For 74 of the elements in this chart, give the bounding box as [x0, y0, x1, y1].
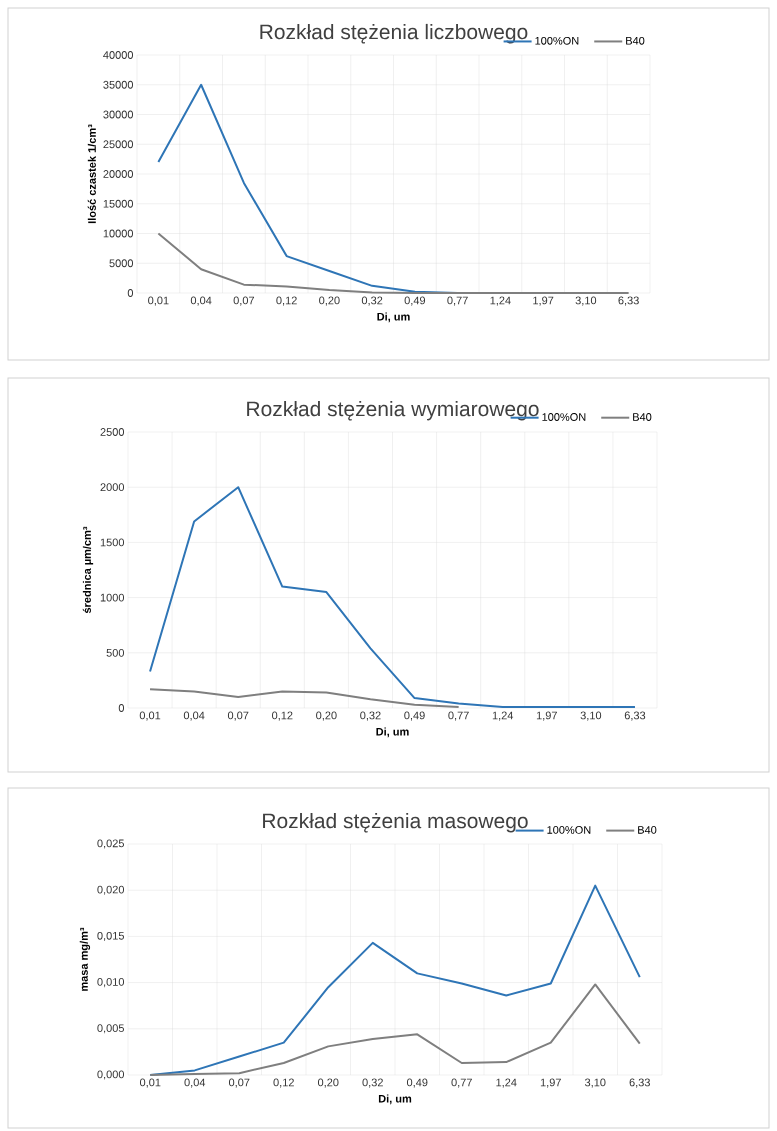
y-tick-label: 0	[127, 289, 134, 297]
y-tick-label: 5000	[109, 259, 134, 268]
x-tick-label: 1,97	[533, 296, 554, 306]
x-tick-label: 3,10	[584, 1078, 606, 1088]
x-tick-label: 6,33	[618, 296, 639, 306]
y-tick-label: 10000	[103, 229, 134, 238]
x-tick-label: 0,07	[228, 1078, 250, 1088]
legend-label: B40	[626, 36, 645, 45]
x-tick-label: 6,33	[624, 711, 646, 721]
y-axis-title: średnica µm/cm³	[82, 526, 94, 614]
y-tick-label: 1500	[100, 538, 125, 547]
x-tick-label: 1,97	[540, 1078, 561, 1088]
y-axis-title: masa mg/m³	[79, 927, 91, 991]
x-tick-label: 0,49	[404, 711, 425, 721]
line-series	[149, 688, 460, 708]
x-tick-label: 0,04	[190, 296, 212, 306]
y-tick-label: 35000	[103, 80, 134, 89]
y-tick-label: 40000	[103, 51, 134, 59]
y-tick-label: 0	[118, 704, 125, 712]
x-tick-label: 0,12	[272, 711, 293, 721]
y-tick-label: 0,025	[97, 839, 124, 849]
y-axis-title: Ilość czastek 1/cm³	[87, 124, 97, 224]
y-tick-label: 2500	[100, 428, 125, 436]
x-axis-title: Di, um	[378, 1094, 412, 1105]
x-tick-label: 0,01	[139, 1078, 161, 1088]
y-tick-label: 2000	[100, 483, 125, 492]
x-axis-title: Di, um	[376, 727, 409, 738]
x-tick-label: 0,12	[273, 1078, 294, 1088]
x-tick-label: 0,32	[360, 711, 381, 721]
x-tick-label: 0,77	[451, 1078, 472, 1088]
y-tick-label: 0,010	[97, 978, 125, 988]
x-tick-label: 0,77	[447, 296, 468, 306]
legend-label: B40	[633, 413, 652, 421]
y-tick-label: 0,020	[97, 885, 125, 895]
x-tick-label: 3,10	[575, 296, 597, 306]
x-tick-label: 0,20	[316, 711, 337, 721]
x-tick-label: 1,24	[490, 296, 511, 306]
x-tick-label: 0,07	[227, 711, 249, 721]
x-tick-label: 0,49	[406, 1078, 428, 1088]
legend-label: 100%ON	[547, 826, 591, 834]
y-tick-label: 1000	[100, 593, 125, 602]
y-tick-label: 30000	[103, 110, 134, 119]
x-tick-label: 3,10	[580, 711, 602, 721]
x-tick-label: 1,97	[536, 711, 557, 721]
y-tick-label: 0,000	[97, 1070, 125, 1080]
x-tick-label: 0,01	[139, 711, 161, 721]
y-tick-label: 25000	[103, 140, 134, 149]
x-tick-label: 0,32	[362, 1078, 383, 1088]
y-tick-label: 15000	[103, 199, 134, 208]
x-axis-title: Di, um	[377, 312, 410, 323]
x-tick-label: 0,49	[404, 296, 426, 306]
x-tick-label: 1,24	[492, 711, 514, 721]
legend-label: 100%ON	[535, 36, 579, 45]
x-tick-label: 0,77	[448, 711, 469, 721]
legend-label: 100%ON	[542, 413, 586, 421]
chart-title: Rozkład stężenia masowego	[263, 812, 528, 833]
x-tick-label: 0,20	[317, 1078, 339, 1088]
y-tick-label: 20000	[103, 170, 134, 178]
chart-title: Rozkład stężenia wymiarowego	[247, 400, 539, 421]
x-tick-label: 6,33	[629, 1078, 650, 1088]
line-series	[149, 983, 641, 1077]
x-tick-label: 0,12	[276, 296, 297, 306]
chart-title: Rozkład stężenia liczbowego	[260, 23, 528, 44]
x-tick-label: 1,24	[496, 1078, 517, 1088]
x-tick-label: 0,01	[148, 296, 169, 306]
y-tick-label: 0,005	[97, 1024, 124, 1034]
x-tick-label: 0,04	[183, 711, 205, 721]
y-tick-label: 500	[106, 648, 125, 657]
x-tick-label: 0,32	[361, 296, 383, 306]
x-tick-label: 0,20	[319, 296, 340, 306]
x-tick-label: 0,04	[184, 1078, 206, 1088]
x-tick-label: 0,07	[233, 296, 255, 306]
y-tick-label: 0,015	[97, 931, 124, 941]
legend-label: B40	[638, 826, 657, 834]
